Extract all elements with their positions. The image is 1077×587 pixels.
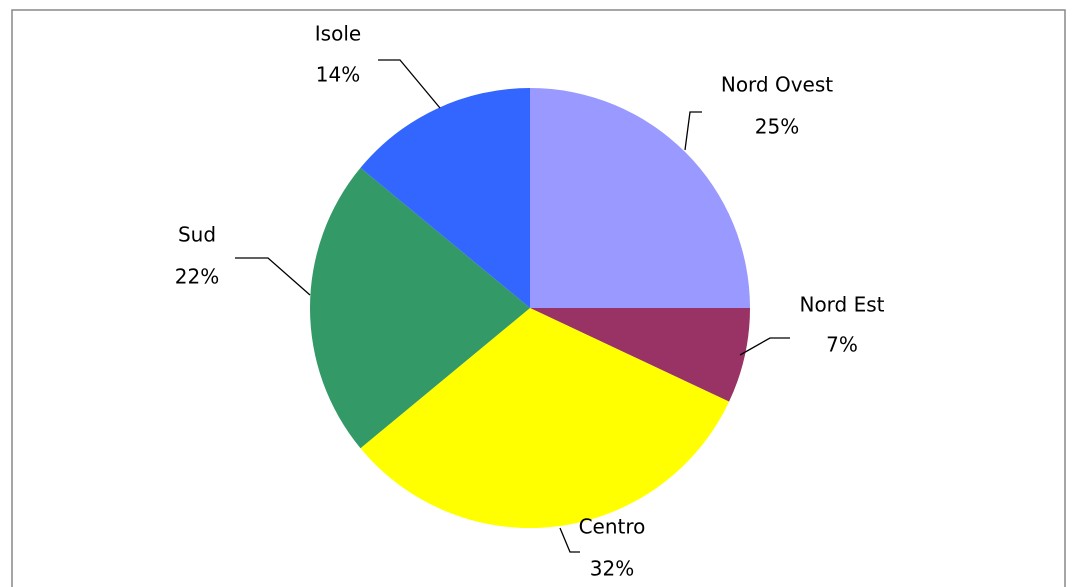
- leader-line: [684, 111, 702, 151]
- slice-value-label: 22%: [175, 265, 219, 289]
- slice-value-label: 14%: [316, 63, 360, 87]
- pie-slice: [360, 88, 530, 308]
- slice-label: Sud: [178, 223, 216, 247]
- pie-slice: [530, 308, 750, 402]
- leader-line: [235, 257, 311, 296]
- leader-line: [559, 527, 580, 553]
- pie-slice: [309, 167, 530, 449]
- pie-slice: [530, 88, 750, 308]
- leader-line: [739, 337, 790, 356]
- leader-line: [378, 59, 441, 109]
- slice-label: Nord Est: [799, 293, 884, 317]
- slice-label: Nord Ovest: [721, 73, 833, 97]
- slice-value-label: 7%: [826, 333, 858, 357]
- slice-label: Isole: [315, 22, 361, 46]
- pie: [309, 88, 750, 528]
- pie-slice: [360, 308, 730, 528]
- slice-value-label: 32%: [590, 557, 634, 581]
- slice-value-label: 25%: [755, 115, 799, 139]
- slice-label: Centro: [579, 515, 646, 539]
